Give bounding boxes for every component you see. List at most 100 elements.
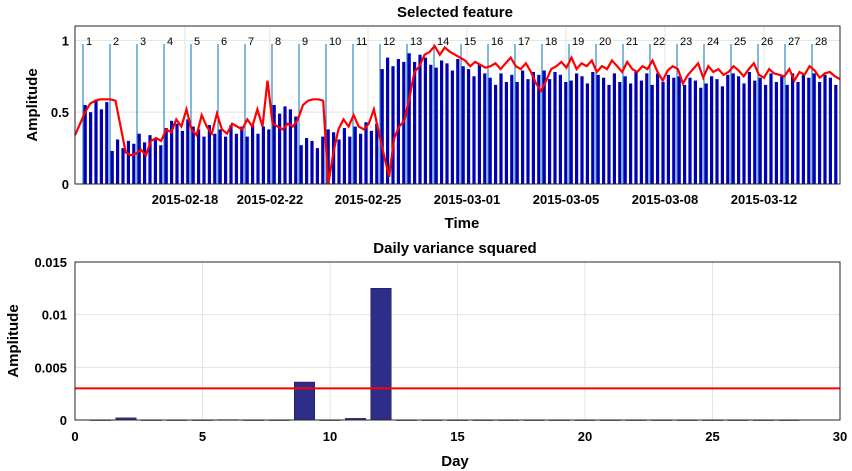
top-bar bbox=[553, 71, 557, 184]
top-bar bbox=[450, 70, 454, 184]
top-y-tick-label: 0 bbox=[62, 177, 69, 192]
day-marker-label: 7 bbox=[248, 36, 254, 48]
top-bar bbox=[423, 57, 427, 184]
top-x-tick-label: 2015-03-01 bbox=[434, 192, 501, 207]
top-bar bbox=[477, 64, 481, 184]
top-bar bbox=[143, 142, 147, 184]
top-bar bbox=[429, 64, 433, 184]
day-marker-label: 9 bbox=[302, 36, 308, 48]
top-bar bbox=[542, 70, 546, 184]
top-bar bbox=[585, 83, 589, 184]
day-marker-label: 12 bbox=[383, 36, 395, 48]
top-chart: Selected feature 1 2 3 4 5 6 7 8 9 10 11 12 13 14 15 16… bbox=[24, 4, 841, 232]
top-bar bbox=[656, 73, 660, 184]
top-bar bbox=[364, 122, 368, 184]
top-bar bbox=[650, 84, 654, 184]
top-bar bbox=[461, 66, 465, 184]
top-bar bbox=[661, 82, 665, 184]
top-bar bbox=[828, 77, 832, 184]
top-bar bbox=[191, 126, 195, 184]
day-marker-label: 17 bbox=[518, 36, 530, 48]
top-bar bbox=[472, 76, 476, 184]
top-bar bbox=[715, 79, 719, 184]
top-bar bbox=[207, 125, 211, 184]
top-bar bbox=[537, 74, 541, 184]
top-bar bbox=[299, 145, 303, 184]
bottom-y-tick-labels: 0 0.005 0.01 0.015 bbox=[34, 255, 67, 428]
top-x-tick-label: 2015-02-25 bbox=[335, 192, 402, 207]
top-bar bbox=[105, 102, 109, 184]
top-y-axis-label: Amplitude bbox=[24, 68, 41, 141]
top-x-tick-label: 2015-02-22 bbox=[237, 192, 304, 207]
top-bar bbox=[785, 84, 789, 184]
top-bar bbox=[321, 136, 325, 184]
top-bar bbox=[510, 74, 514, 184]
day-marker-label: 2 bbox=[113, 36, 119, 48]
top-bar bbox=[791, 73, 795, 184]
top-bar bbox=[110, 150, 114, 184]
top-bar bbox=[596, 74, 600, 184]
top-bar bbox=[337, 139, 341, 184]
bottom-x-tick-label: 25 bbox=[705, 429, 719, 444]
top-bar bbox=[769, 73, 773, 184]
bottom-plot-frame bbox=[74, 261, 841, 421]
day-marker-label: 10 bbox=[329, 36, 341, 48]
top-bar bbox=[445, 63, 449, 184]
top-y-tick-label: 0.5 bbox=[51, 105, 69, 120]
top-bar bbox=[121, 148, 125, 184]
top-chart-title: Selected feature bbox=[397, 4, 513, 21]
bottom-x-tick-label: 15 bbox=[450, 429, 464, 444]
top-bar bbox=[672, 77, 676, 184]
top-bar bbox=[224, 136, 228, 184]
day-marker-label: 27 bbox=[788, 36, 800, 48]
top-bar bbox=[359, 133, 363, 184]
top-bar bbox=[521, 70, 525, 184]
day-marker-label: 13 bbox=[410, 36, 422, 48]
top-bar bbox=[602, 77, 606, 184]
bottom-x-tick-label: 5 bbox=[199, 429, 206, 444]
top-x-tick-labels: 2015-02-18 2015-02-22 2015-02-25 2015-03-01… bbox=[152, 192, 798, 207]
day-marker-label: 3 bbox=[140, 36, 146, 48]
top-bar bbox=[375, 123, 379, 184]
top-bar bbox=[488, 77, 492, 184]
top-bar bbox=[801, 74, 805, 184]
top-bar bbox=[180, 130, 184, 184]
top-bar bbox=[332, 132, 336, 184]
day-marker-label: 4 bbox=[167, 36, 173, 48]
top-bar bbox=[548, 79, 552, 184]
top-bar bbox=[391, 66, 395, 184]
top-bar bbox=[575, 73, 579, 184]
top-bar bbox=[326, 129, 330, 184]
top-bar bbox=[164, 127, 168, 184]
top-bar bbox=[234, 133, 238, 184]
day-marker-label: 18 bbox=[545, 36, 557, 48]
top-x-tick-label: 2015-03-05 bbox=[533, 192, 600, 207]
top-bar bbox=[240, 126, 244, 184]
bottom-chart: Daily variance squared 0 0.005 0.01 0.015 0… bbox=[5, 240, 847, 470]
top-bar bbox=[774, 82, 778, 184]
bottom-x-tick-label: 0 bbox=[71, 429, 78, 444]
top-bar bbox=[456, 59, 460, 184]
top-bar bbox=[132, 143, 136, 184]
top-bar bbox=[386, 57, 390, 184]
top-x-tick-label: 2015-02-18 bbox=[152, 192, 219, 207]
day-marker-label: 19 bbox=[572, 36, 584, 48]
top-bar bbox=[153, 138, 157, 184]
top-bar bbox=[116, 139, 120, 184]
top-bar bbox=[726, 74, 730, 184]
top-y-tick-label: 1 bbox=[62, 33, 69, 48]
top-bar bbox=[342, 127, 346, 184]
day-marker-label: 20 bbox=[599, 36, 611, 48]
top-bar bbox=[558, 74, 562, 184]
top-bar bbox=[764, 84, 768, 184]
top-bar bbox=[720, 86, 724, 184]
top-y-tick-labels: 00.51 bbox=[51, 33, 69, 192]
top-bar bbox=[612, 73, 616, 184]
top-bar bbox=[591, 71, 595, 184]
top-bar bbox=[348, 136, 352, 184]
bottom-y-tick-label: 0 bbox=[60, 413, 67, 428]
bottom-y-tick-label: 0.01 bbox=[42, 308, 67, 323]
top-bar bbox=[645, 73, 649, 184]
top-bar bbox=[99, 109, 103, 184]
